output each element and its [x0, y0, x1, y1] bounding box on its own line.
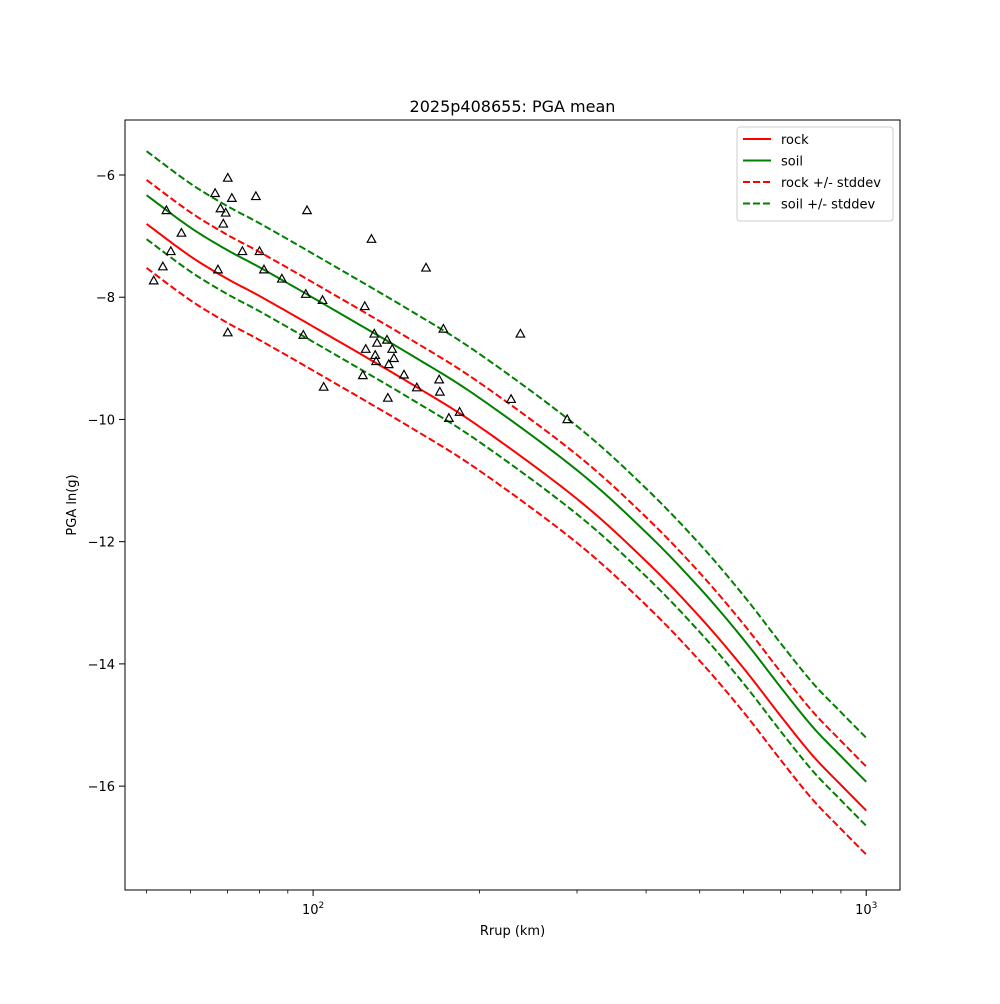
observation-point	[254, 245, 265, 256]
series-line-1	[146, 194, 867, 783]
observation-point	[561, 413, 573, 424]
observation-point	[209, 187, 221, 198]
observation-point	[212, 263, 224, 274]
observation-point	[438, 323, 449, 333]
plot-frame	[124, 119, 901, 891]
observation-point	[250, 190, 262, 201]
observation-point	[371, 337, 383, 347]
legend-label: soil	[781, 155, 803, 170]
observation-point	[515, 328, 526, 338]
observation-point	[443, 412, 455, 422]
observation-point	[226, 192, 238, 202]
series-line-0	[146, 223, 867, 812]
y-axis: −6 −8 −10 −12 −14 −16	[88, 169, 125, 795]
observation-point	[276, 273, 288, 283]
observation-point	[317, 294, 328, 305]
observation-point	[300, 288, 312, 298]
observation-point	[411, 381, 423, 392]
y-tick-label: −6	[96, 169, 115, 184]
x-tick-label: 103	[855, 901, 877, 918]
legend-label: rock	[781, 133, 809, 148]
observation-point	[360, 343, 372, 353]
y-tick-label: −12	[88, 536, 115, 551]
observation-point	[217, 218, 229, 228]
observation-point	[370, 355, 382, 366]
observation-point	[368, 328, 380, 338]
observation-point	[301, 204, 313, 215]
observation-point	[220, 207, 232, 217]
observation-point	[357, 369, 369, 380]
y-tick-label: −8	[96, 291, 115, 306]
x-axis-label: Rrup (km)	[480, 924, 545, 939]
observation-point	[433, 373, 445, 384]
legend-box	[736, 126, 894, 222]
observation-point	[215, 202, 226, 213]
legend-label: soil +/- stddev	[781, 198, 876, 213]
observation-point	[165, 245, 177, 256]
observation-point	[222, 172, 234, 182]
observation-point	[381, 334, 393, 344]
observation-point	[398, 369, 410, 379]
observation-point	[297, 329, 309, 339]
observation-point	[382, 392, 394, 402]
x-tick-label: 102	[302, 901, 324, 918]
observation-point	[369, 349, 381, 360]
observation-point	[383, 358, 395, 369]
observation-point	[148, 274, 160, 285]
y-axis-label: PGA ln(g)	[65, 474, 80, 535]
legend-label: rock +/- stddev	[781, 176, 881, 191]
observation-point	[318, 381, 329, 391]
observation-point	[505, 393, 517, 404]
series-line-4	[146, 150, 867, 739]
observation-point	[161, 204, 172, 215]
observation-point	[454, 406, 465, 416]
observation-point	[386, 343, 398, 353]
observation-point	[222, 326, 234, 337]
chart-title: 2025p408655: PGA mean	[410, 97, 616, 116]
observation-point	[237, 245, 248, 256]
observation-point	[258, 263, 270, 274]
observation-point	[366, 233, 377, 243]
y-tick-label: −14	[88, 658, 115, 673]
y-tick-label: −10	[88, 413, 115, 428]
observation-point	[157, 260, 169, 271]
y-tick-label: −16	[88, 780, 115, 795]
series-line-3	[146, 267, 867, 856]
x-axis: 102 103	[146, 890, 877, 918]
series-line-2	[146, 179, 867, 768]
legend: rock soil rock +/- stddev soil +/- stddev	[736, 126, 894, 222]
series-line-5	[146, 238, 867, 827]
observation-point	[388, 352, 400, 363]
observation-point	[359, 300, 371, 311]
observation-point	[420, 262, 432, 272]
observation-point	[176, 227, 187, 237]
observation-point	[434, 386, 446, 396]
